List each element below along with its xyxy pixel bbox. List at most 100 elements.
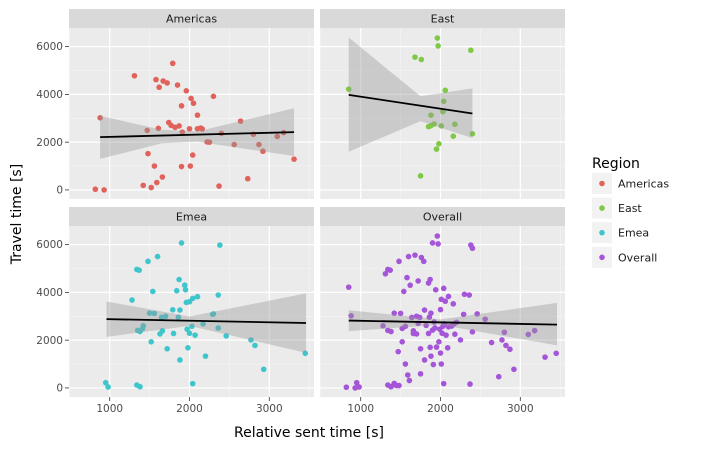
legend-title: Region — [592, 156, 640, 172]
point-emea — [159, 328, 166, 334]
point-emea — [177, 357, 183, 363]
point-overall — [482, 316, 488, 322]
point-overall — [531, 327, 538, 334]
point-east — [431, 121, 437, 127]
point-emea — [175, 314, 182, 321]
point-overall — [511, 366, 517, 373]
point-emea — [154, 253, 161, 260]
point-overall — [440, 285, 447, 292]
point-americas — [260, 148, 266, 155]
y-axis-ticks: 0 2000 4000 6000 0 2000 4000 6000 — [36, 41, 69, 395]
legend-label-overall: Overall — [618, 251, 657, 264]
point-overall — [438, 361, 445, 367]
point-americas — [151, 163, 158, 169]
panel-overall: Overall — [320, 207, 565, 397]
point-emea — [186, 330, 193, 337]
y-tick-label: 2000 — [36, 335, 63, 347]
trend-line-emea — [106, 318, 307, 324]
point-overall — [416, 314, 423, 321]
point-overall — [400, 288, 407, 295]
y-tick-label: 6000 — [36, 239, 63, 251]
point-emea — [145, 258, 151, 265]
point-americas — [189, 152, 196, 158]
point-americas — [190, 100, 197, 107]
point-overall — [382, 270, 389, 277]
point-emea — [148, 339, 154, 345]
point-overall — [421, 307, 428, 313]
point-overall — [488, 339, 495, 346]
point-overall — [507, 346, 513, 353]
y-tick-label: 0 — [56, 383, 63, 395]
strip-east — [320, 9, 565, 28]
point-overall — [404, 372, 411, 378]
point-emea — [149, 288, 156, 295]
x-axis-ticks: 1000 2000 3000 1000 2000 3000 — [96, 397, 534, 415]
point-overall — [436, 339, 442, 345]
point-emea — [158, 314, 165, 321]
point-americas — [216, 183, 222, 189]
legend-label-americas: Americas — [618, 178, 669, 191]
strip-americas — [69, 9, 314, 28]
point-east — [469, 131, 476, 137]
point-americas — [101, 187, 107, 193]
point-americas — [256, 141, 262, 148]
point-emea — [170, 330, 177, 337]
strip-label-east: East — [431, 13, 455, 26]
trend-line-overall — [348, 319, 558, 326]
point-overall — [499, 337, 505, 343]
point-overall — [445, 293, 452, 300]
point-emea — [200, 321, 206, 327]
legend-label-emea: Emea — [618, 227, 649, 240]
point-emea — [185, 345, 191, 351]
point-emea — [102, 379, 109, 386]
legend-swatch-overall — [599, 254, 605, 261]
point-americas — [178, 163, 185, 170]
point-overall — [395, 348, 402, 355]
point-americas — [210, 93, 217, 100]
x-tick-label: 2000 — [176, 403, 203, 415]
point-overall — [469, 245, 476, 252]
point-emea — [194, 293, 201, 300]
point-overall — [503, 342, 509, 349]
point-overall — [542, 354, 548, 360]
point-emea — [105, 384, 111, 390]
point-americas — [153, 76, 159, 83]
point-americas — [145, 150, 151, 157]
point-emea — [176, 276, 182, 283]
strip-label-americas: Americas — [166, 13, 217, 26]
strip-overall — [320, 207, 565, 226]
legend-swatch-emea — [599, 229, 605, 236]
point-overall — [457, 337, 464, 343]
point-overall — [434, 233, 441, 239]
point-overall — [466, 292, 473, 298]
point-americas — [174, 82, 181, 88]
point-emea — [146, 310, 153, 316]
point-americas — [194, 112, 201, 118]
point-overall — [452, 331, 458, 337]
legend-swatch-americas — [599, 180, 605, 187]
point-americas — [168, 122, 174, 129]
point-americas — [144, 127, 151, 134]
point-emea — [182, 286, 189, 293]
point-east — [452, 121, 458, 128]
point-overall — [399, 339, 405, 345]
point-overall — [428, 353, 434, 359]
x-tick-label: 1000 — [347, 403, 374, 415]
y-tick-label: 0 — [56, 185, 63, 197]
point-americas — [197, 125, 204, 131]
point-americas — [183, 88, 190, 94]
point-americas — [274, 133, 281, 140]
point-americas — [148, 184, 154, 191]
point-overall — [413, 331, 420, 337]
point-overall — [432, 286, 439, 293]
point-overall — [525, 331, 532, 338]
point-overall — [426, 314, 433, 321]
x-tick-label: 3000 — [507, 403, 534, 415]
point-emea — [215, 292, 222, 298]
point-overall — [444, 345, 451, 351]
point-overall — [437, 306, 444, 313]
point-americas — [156, 84, 162, 91]
point-americas — [92, 186, 99, 193]
x-axis-title: Relative sent time [s] — [234, 425, 384, 441]
